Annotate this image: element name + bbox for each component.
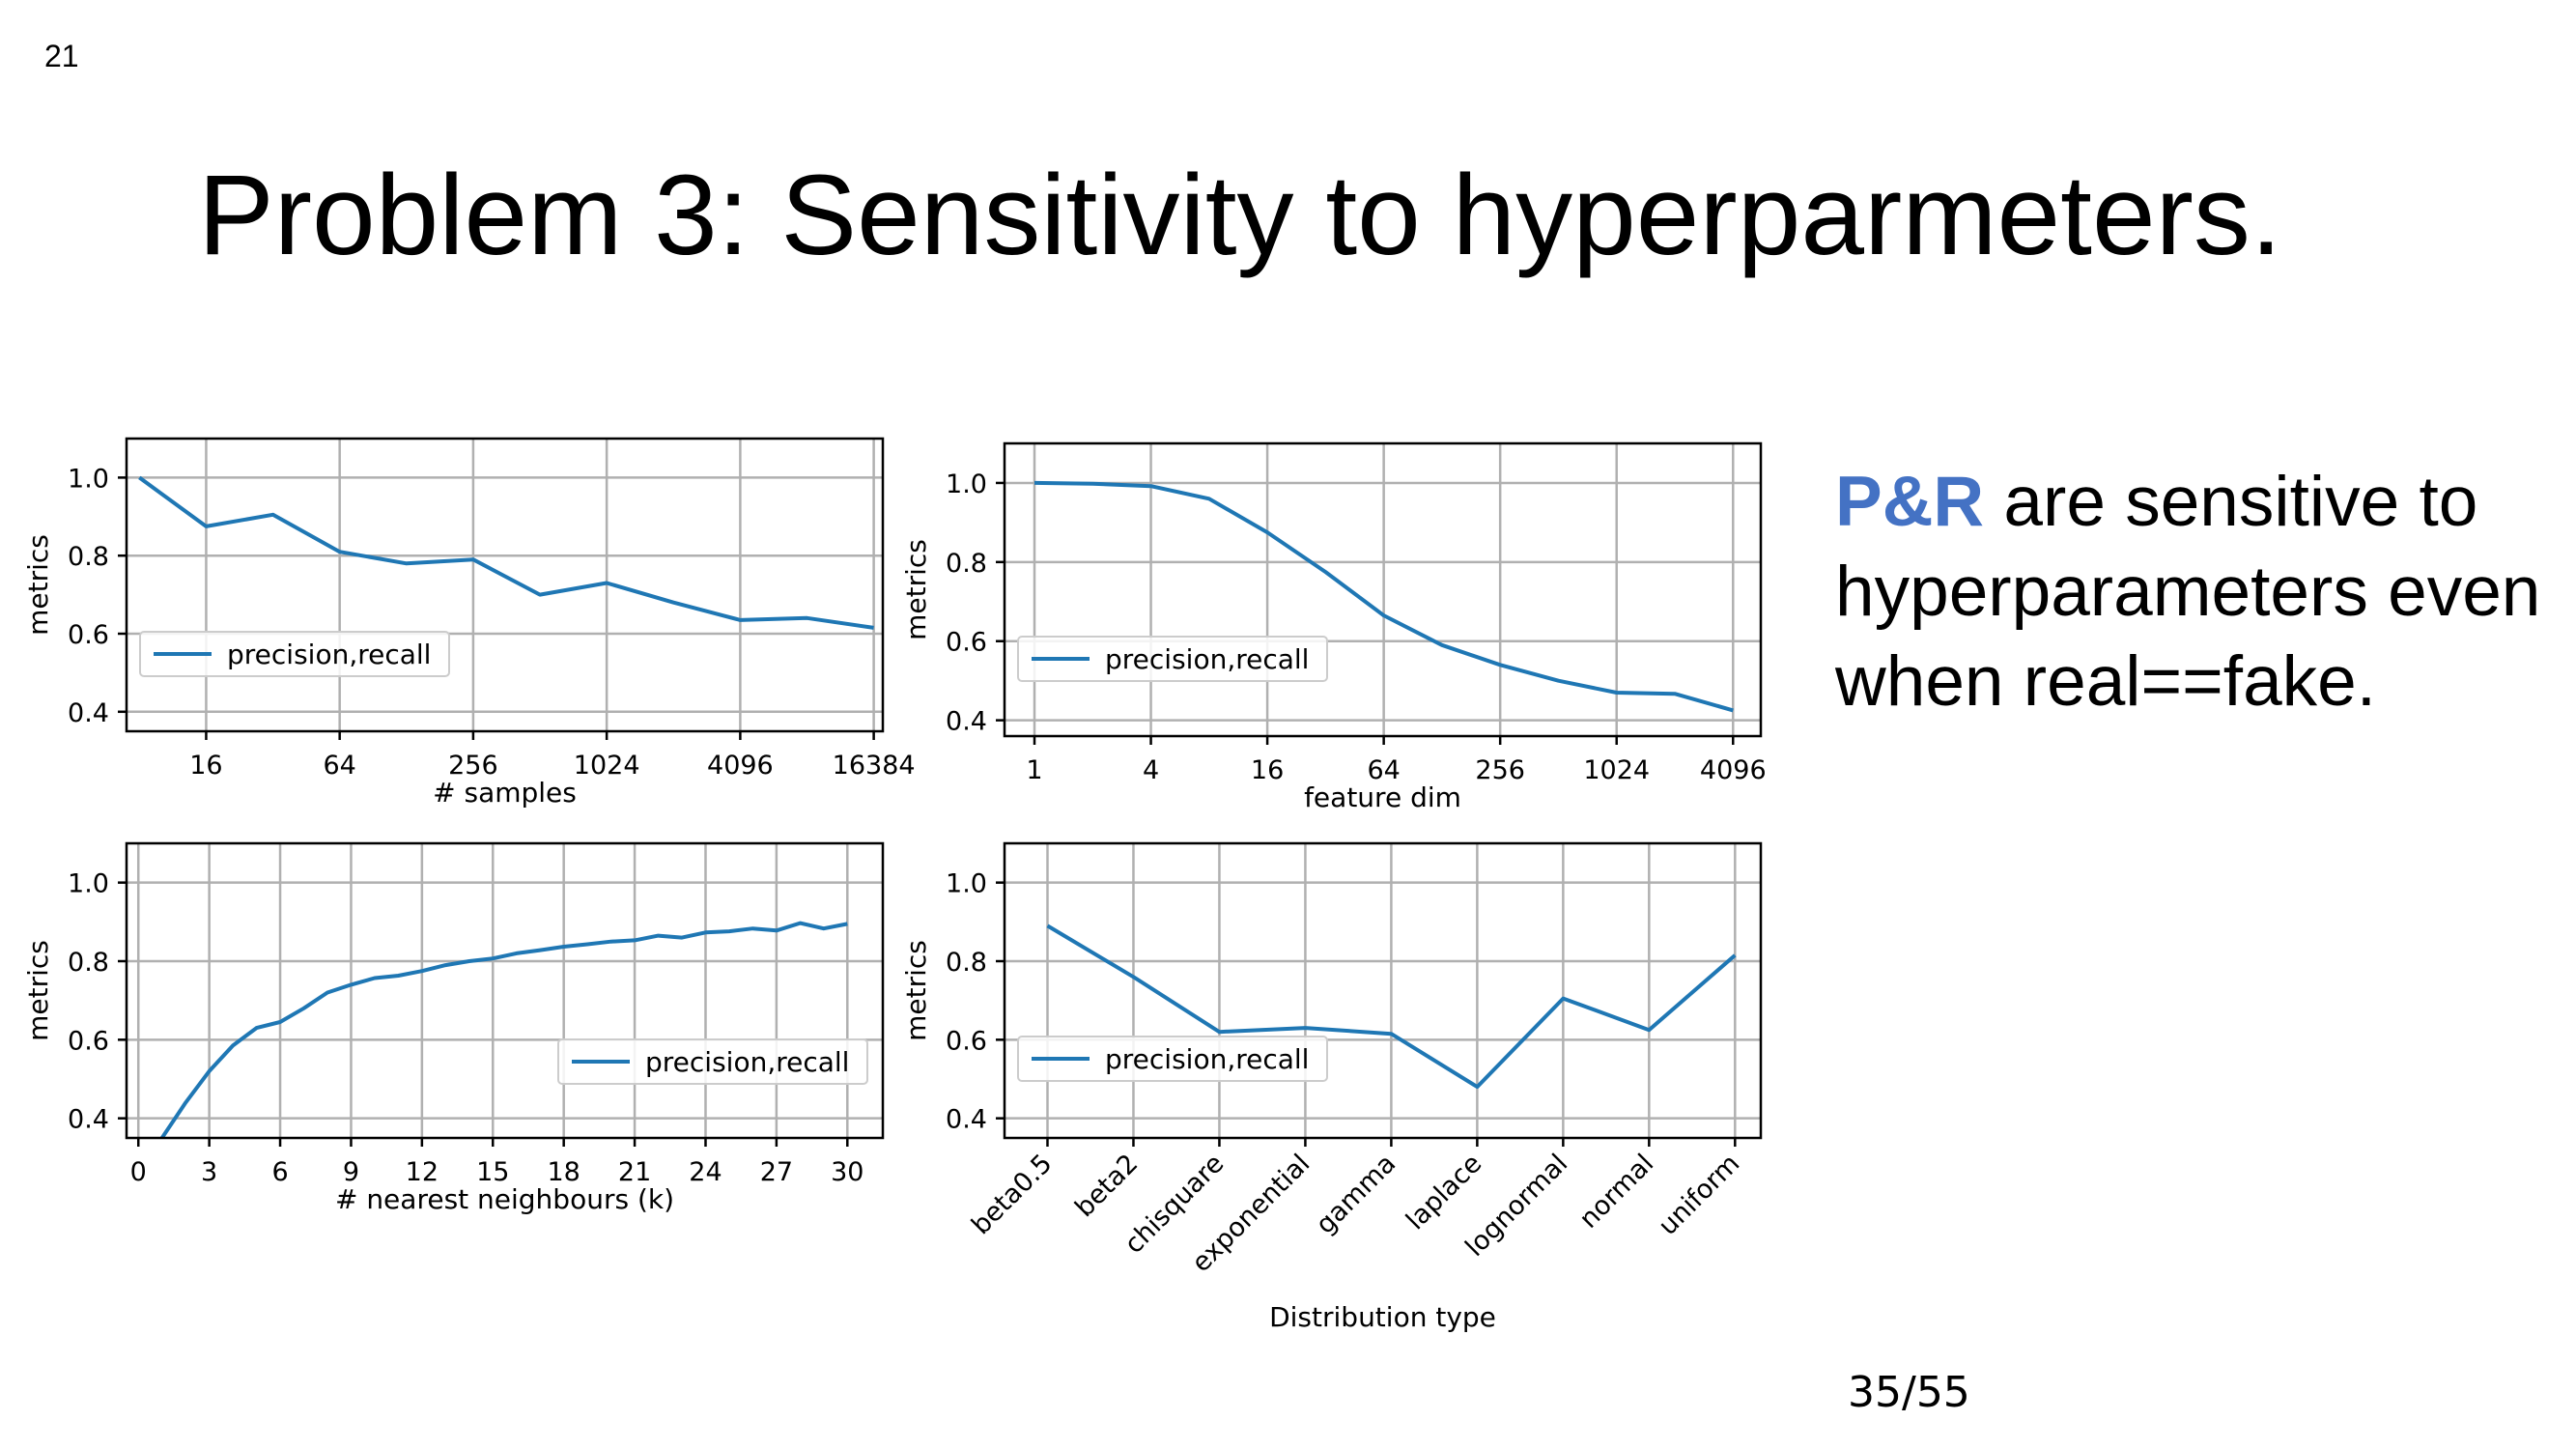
plot-frame (125, 437, 885, 733)
x-tick-label: 15 (476, 1157, 509, 1187)
chart-feature-dim: 1 4 16 64 256 1024 4096 0.4 0.6 0.8 1.0 feature dim… (900, 441, 1767, 813)
y-tick-label: 0.6 (946, 1026, 987, 1056)
y-tick-label: 0.8 (68, 948, 109, 978)
x-tick-label: 256 (448, 751, 498, 781)
x-tick-label: 4096 (707, 751, 774, 781)
y-tick-label: 0.6 (946, 628, 987, 658)
series-line (1046, 923, 1737, 1090)
x-tick-label: 24 (689, 1157, 722, 1187)
y-tick-label: 0.4 (946, 1105, 987, 1135)
x-tick-label: beta0.5 (966, 1149, 1058, 1240)
x-tick-label: 27 (760, 1157, 793, 1187)
legend-box (557, 1038, 868, 1085)
x-tick-label: 3 (201, 1157, 217, 1187)
x-tick-label: 256 (1475, 755, 1525, 785)
x-tick-label: 16384 (833, 751, 916, 781)
y-axis-label: metrics (900, 940, 932, 1041)
x-tick-label: laplace (1401, 1149, 1487, 1236)
page-count: 35/55 (1848, 1368, 1970, 1417)
legend-box (139, 631, 450, 677)
x-tick-label: 16 (189, 751, 222, 781)
side-note-text: are sensitive to hyperparameters even wh… (1835, 463, 2541, 721)
y-tick-label: 1.0 (946, 469, 987, 499)
x-tick-label: 1024 (1583, 755, 1650, 785)
series-line (160, 921, 848, 1138)
x-tick-label: 1024 (574, 751, 640, 781)
x-tick-label: 30 (831, 1157, 863, 1187)
legend-box (1017, 636, 1328, 682)
x-tick-label: 6 (271, 1157, 288, 1187)
y-tick-label: 0.4 (68, 698, 109, 728)
chart-distribution-type: beta0.5 beta2chisquareexponentialgammalap… (900, 841, 1763, 1333)
y-tick-label: 0.4 (68, 1105, 109, 1135)
y-tick-label: 0.4 (946, 707, 987, 737)
x-tick-label: 12 (406, 1157, 439, 1187)
y-tick-label: 0.8 (946, 948, 987, 978)
y-tick-label: 1.0 (946, 869, 987, 899)
y-tick-label: 0.6 (68, 1026, 109, 1056)
legend-label: precision,recall (1105, 643, 1309, 675)
plot-frame (125, 841, 885, 1140)
y-axis-label: metrics (22, 534, 54, 636)
legend-label: precision,recall (227, 639, 431, 670)
x-tick-label: uniform (1653, 1149, 1745, 1241)
x-tick-label: 16 (1251, 755, 1284, 785)
x-axis-label: Distribution type (1269, 1301, 1496, 1333)
x-tick-label: 1 (1026, 755, 1042, 785)
slide-title: Problem 3: Sensitivity to hyperparmeters… (198, 152, 2282, 279)
y-axis-label: metrics (22, 940, 54, 1041)
legend-box (1017, 1036, 1328, 1082)
chart-samples: 16 64 256 1024 4096 16384 0.4 0.6 0.8 1.0 # sample… (22, 437, 916, 809)
side-note-highlight: P&R (1835, 463, 1985, 541)
x-axis-label: # samples (433, 777, 577, 809)
plot-frame (1003, 841, 1763, 1140)
series-line (138, 475, 874, 630)
x-tick-label: gamma (1311, 1149, 1402, 1240)
series-line (1033, 480, 1734, 713)
legend-label: precision,recall (1105, 1043, 1309, 1075)
slide-number: 21 (44, 39, 79, 73)
y-tick-label: 1.0 (68, 464, 109, 494)
x-axis-label: feature dim (1304, 781, 1461, 813)
x-tick-label: 64 (1367, 755, 1400, 785)
legend-label: precision,recall (645, 1046, 849, 1078)
x-tick-label: normal (1573, 1149, 1659, 1235)
x-tick-label: 64 (323, 751, 355, 781)
chart-nearest-neighbours: 0 3 6 9 12 15 18 21 24 27 30 0.4 0.6 0.8 1.0 # nearest … (22, 841, 885, 1215)
y-tick-label: 1.0 (68, 869, 109, 899)
y-tick-label: 0.6 (68, 620, 109, 650)
y-axis-label: metrics (900, 539, 932, 640)
x-tick-label: 4096 (1700, 755, 1767, 785)
x-tick-label: 21 (618, 1157, 651, 1187)
x-tick-label: 9 (343, 1157, 359, 1187)
x-tick-label: 4 (1143, 755, 1159, 785)
y-tick-label: 0.8 (946, 549, 987, 579)
y-tick-label: 0.8 (68, 542, 109, 572)
x-axis-label: # nearest neighbours (k) (335, 1183, 674, 1215)
x-tick-label: 0 (130, 1157, 147, 1187)
x-tick-label: 18 (547, 1157, 580, 1187)
side-note: P&R are sensitive to hyperparameters eve… (1835, 457, 2576, 726)
x-tick-label: beta2 (1069, 1149, 1144, 1223)
